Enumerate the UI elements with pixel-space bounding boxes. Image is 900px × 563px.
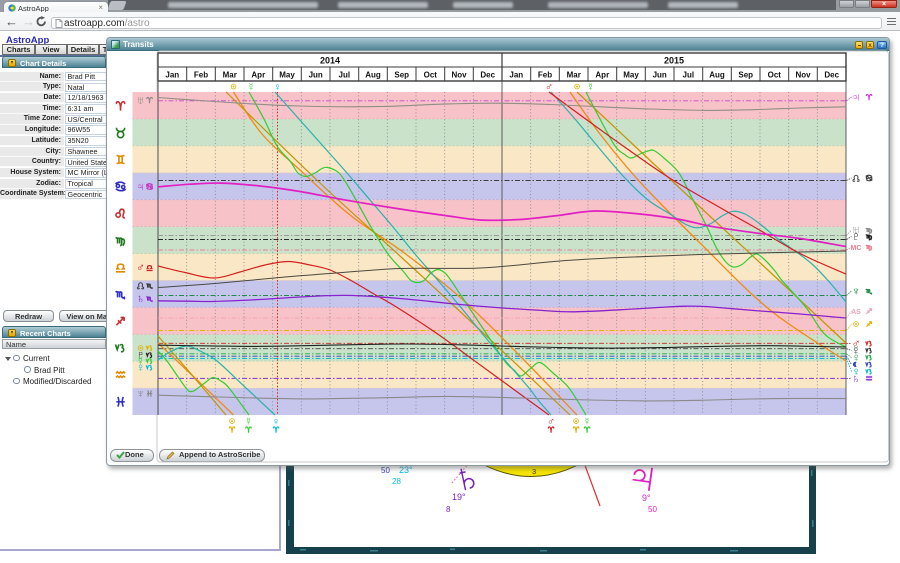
- svg-text:Oct: Oct: [768, 71, 782, 80]
- svg-text:Feb: Feb: [538, 71, 552, 80]
- svg-text:Apr: Apr: [251, 71, 265, 80]
- svg-text:☿: ☿: [583, 416, 591, 428]
- svg-text:Jul: Jul: [339, 71, 351, 80]
- svg-text:☿: ☿: [244, 416, 252, 428]
- svg-text:♂: ♂: [545, 82, 553, 94]
- svg-text:♀: ♀: [272, 416, 280, 428]
- svg-text:♃: ♃: [136, 180, 145, 194]
- svg-text:50: 50: [381, 466, 390, 475]
- svg-text:♇: ♇: [852, 230, 861, 244]
- svg-text:♇: ♇: [136, 348, 145, 362]
- svg-text:Mar: Mar: [567, 71, 581, 80]
- svg-text:♀: ♀: [136, 361, 145, 375]
- svg-text:Jun: Jun: [309, 71, 323, 80]
- svg-text:♂: ♂: [852, 337, 861, 351]
- svg-text:♅: ♅: [136, 93, 145, 107]
- svg-text:♀: ♀: [852, 365, 861, 379]
- svg-text:Jun: Jun: [653, 71, 667, 80]
- svg-text:Aug: Aug: [365, 71, 381, 80]
- svg-text:Mar: Mar: [223, 71, 237, 80]
- svg-text:♄: ♄: [136, 292, 145, 306]
- svg-text:Nov: Nov: [451, 71, 467, 80]
- svg-text:☿: ☿: [852, 344, 861, 358]
- svg-text:Apr: Apr: [595, 71, 609, 80]
- svg-text:Aug: Aug: [709, 71, 725, 80]
- svg-text:Feb: Feb: [194, 71, 208, 80]
- svg-text:Oct: Oct: [424, 71, 438, 80]
- svg-text:♆: ♆: [136, 387, 145, 401]
- svg-text:♆: ♆: [852, 284, 861, 298]
- svg-text:♂: ♂: [136, 261, 145, 275]
- svg-text:Jan: Jan: [165, 71, 179, 80]
- svg-text:♂: ♂: [547, 416, 555, 428]
- svg-text:2014: 2014: [320, 56, 340, 66]
- svg-text:♅: ♅: [852, 223, 861, 237]
- svg-text:May: May: [623, 71, 639, 80]
- svg-text:28: 28: [392, 477, 401, 486]
- svg-text:♃: ♃: [852, 90, 861, 104]
- svg-text:19°: 19°: [452, 492, 466, 502]
- svg-text:AS: AS: [851, 309, 861, 316]
- svg-text:Jul: Jul: [683, 71, 695, 80]
- svg-text:3: 3: [532, 467, 536, 476]
- svg-text:♀: ♀: [273, 82, 281, 94]
- svg-text:Dec: Dec: [824, 71, 839, 80]
- svg-text:☿: ☿: [586, 82, 594, 94]
- svg-text:Dec: Dec: [480, 71, 495, 80]
- svg-text:8: 8: [446, 505, 451, 514]
- svg-text:♄: ♄: [852, 372, 861, 386]
- svg-text:☿: ☿: [247, 82, 255, 94]
- svg-text:Nov: Nov: [795, 71, 811, 80]
- svg-text:Jan: Jan: [509, 71, 523, 80]
- svg-text:50: 50: [648, 505, 657, 514]
- svg-text:9°: 9°: [642, 493, 651, 503]
- svg-text:Sep: Sep: [738, 71, 753, 80]
- svg-text:23°: 23°: [399, 465, 413, 475]
- svg-text:Sep: Sep: [394, 71, 409, 80]
- svg-text:☿: ☿: [136, 354, 145, 368]
- svg-text:♀: ♀: [852, 351, 861, 365]
- svg-text:May: May: [279, 71, 295, 80]
- svg-text:2015: 2015: [664, 56, 684, 66]
- svg-text:MC: MC: [851, 245, 862, 252]
